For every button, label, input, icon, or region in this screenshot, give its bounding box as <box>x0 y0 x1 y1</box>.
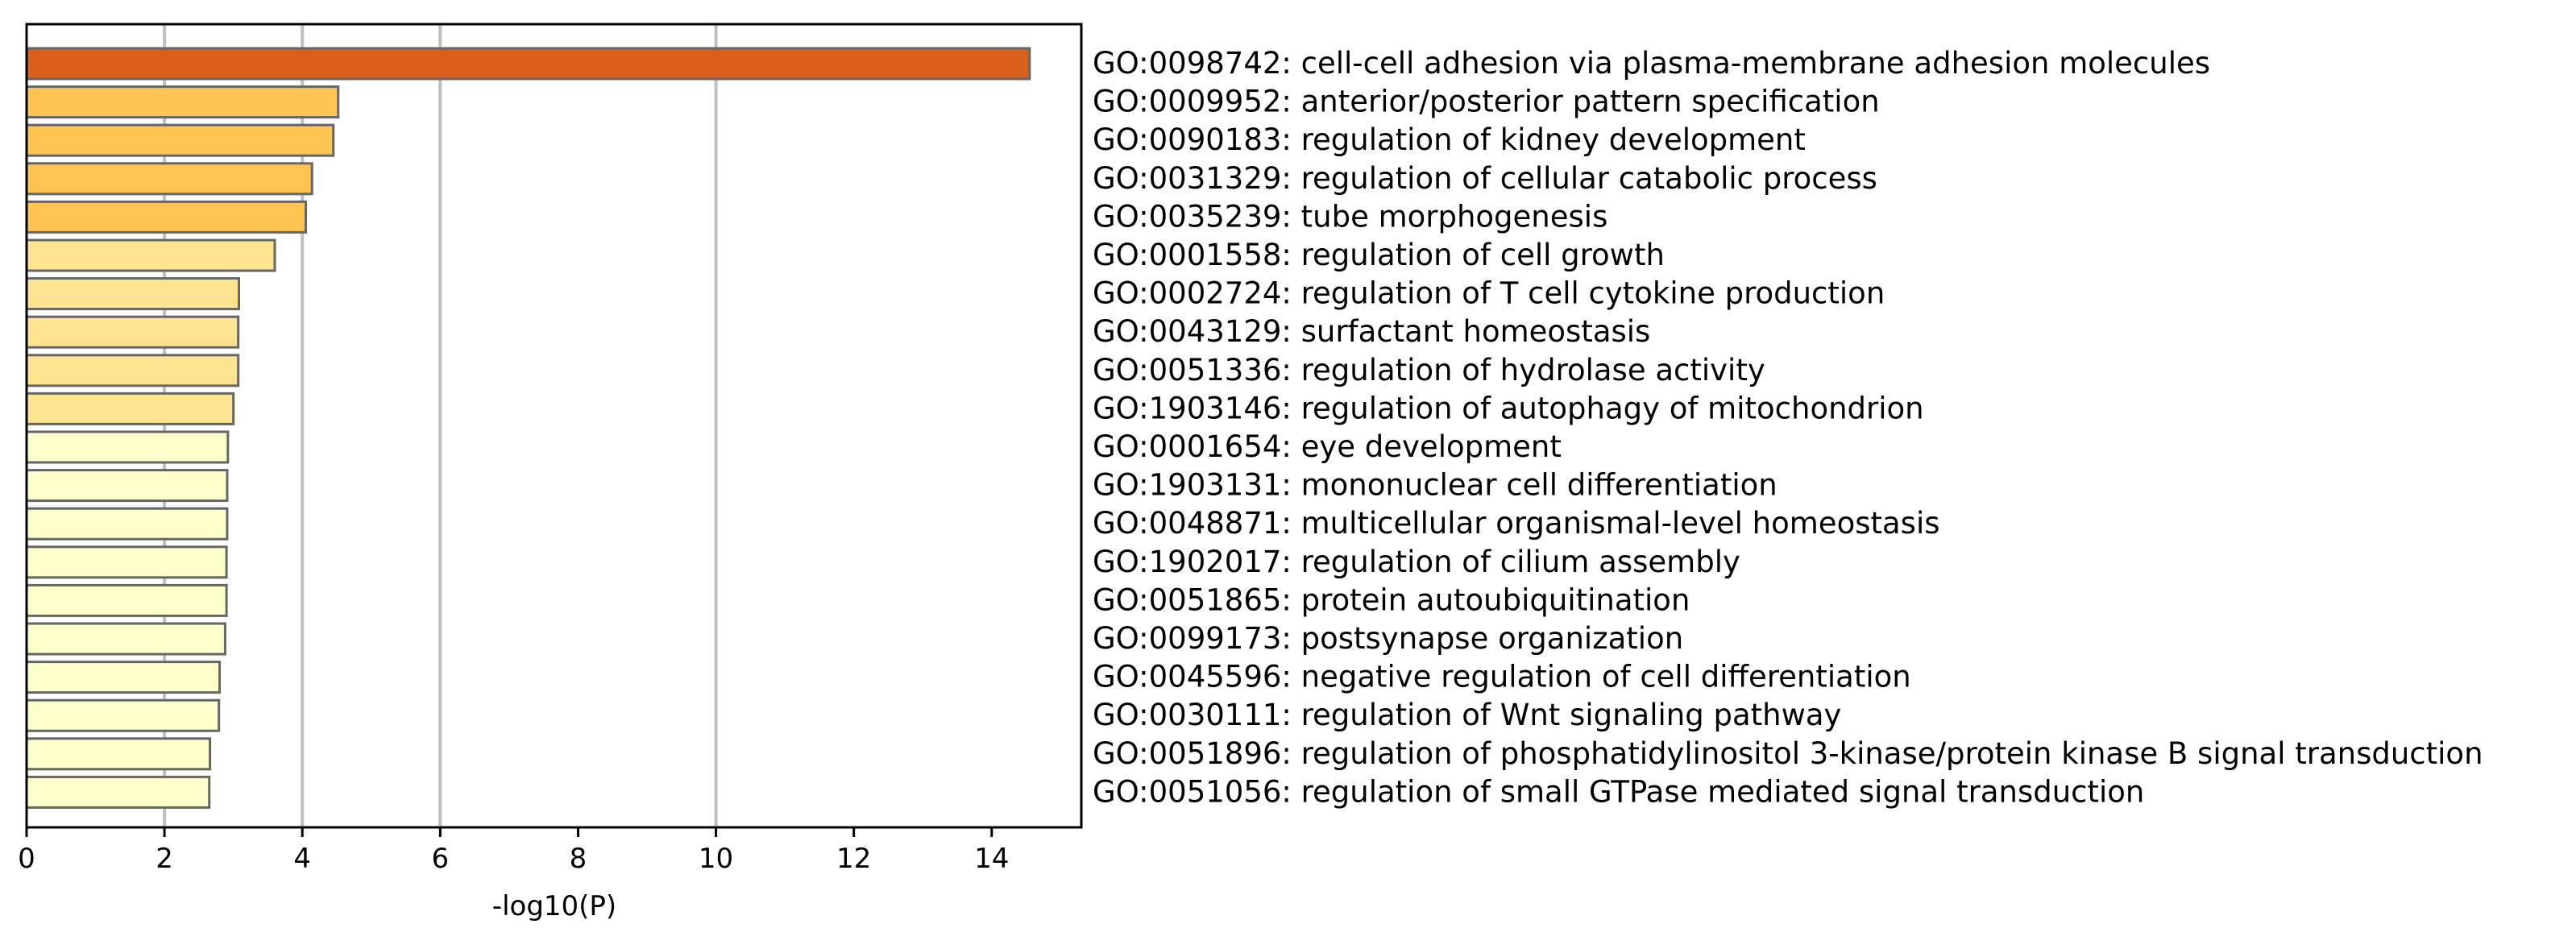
bar <box>25 200 307 234</box>
bar <box>25 315 240 349</box>
bar <box>25 775 211 809</box>
bar <box>25 507 229 541</box>
category-label: GO:1902017: regulation of cilium assembl… <box>1093 545 1740 579</box>
x-tick-label: 8 <box>570 843 587 875</box>
bar <box>25 277 241 311</box>
bar <box>25 47 1031 81</box>
x-tick-label: 6 <box>432 843 450 875</box>
bar <box>25 392 235 425</box>
bar <box>25 469 229 503</box>
tick-layer: 0 2 4 6 8 10 12 14 <box>18 827 1009 875</box>
bar-layer <box>25 47 1031 809</box>
category-label: GO:0043129: surfactant homeostasis <box>1093 314 1650 349</box>
category-label: GO:0051865: protein autoubiquitination <box>1093 582 1690 617</box>
category-label: GO:1903146: regulation of autophagy of m… <box>1093 391 1924 425</box>
category-label: GO:0045596: negative regulation of cell … <box>1093 660 1911 694</box>
bar <box>25 85 340 119</box>
x-tick-label: 4 <box>293 843 311 875</box>
category-label: GO:0051336: regulation of hydrolase acti… <box>1093 353 1765 387</box>
category-label: GO:0051056: regulation of small GTPase m… <box>1093 774 2144 809</box>
category-label: GO:0035239: tube morphogenesis <box>1093 199 1607 234</box>
x-tick-label: 0 <box>18 843 35 875</box>
x-tick-label: 2 <box>156 843 173 875</box>
category-label: GO:0098742: cell-cell adhesion via plasm… <box>1093 46 2210 81</box>
bar <box>25 430 230 464</box>
bar <box>25 162 313 196</box>
category-label: GO:0048871: multicellular organismal-lev… <box>1093 506 1940 541</box>
category-label: GO:0031329: regulation of cellular catab… <box>1093 161 1877 196</box>
category-label: GO:0001558: regulation of cell growth <box>1093 238 1665 272</box>
category-label: GO:0030111: regulation of Wnt signaling … <box>1093 698 1841 732</box>
x-tick-label: 14 <box>974 843 1009 875</box>
category-label: GO:0090183: regulation of kidney develop… <box>1093 122 1806 157</box>
category-label: GO:0051896: regulation of phosphatidylin… <box>1093 736 2483 771</box>
bar <box>25 545 228 579</box>
category-label: GO:1903131: mononuclear cell differentia… <box>1093 468 1777 503</box>
bar <box>25 238 276 272</box>
category-label: GO:0001654: eye development <box>1093 429 1562 464</box>
bar <box>25 661 222 694</box>
bar <box>25 583 228 617</box>
x-tick-label: 10 <box>699 843 733 875</box>
bar <box>25 737 212 771</box>
category-label: GO:0099173: postsynapse organization <box>1093 621 1683 656</box>
x-tick-label: 12 <box>836 843 871 875</box>
category-label: GO:0009952: anterior/posterior pattern s… <box>1093 85 1880 119</box>
bar <box>25 354 240 387</box>
bar <box>25 622 226 656</box>
plot-frame <box>25 23 1083 829</box>
bar <box>25 698 221 732</box>
label-layer: GO:0098742: cell-cell adhesion via plasm… <box>1093 46 2483 809</box>
bar <box>25 123 335 157</box>
category-label: GO:0002724: regulation of T cell cytokin… <box>1093 276 1885 311</box>
x-axis-label: -log10(P) <box>492 890 616 922</box>
